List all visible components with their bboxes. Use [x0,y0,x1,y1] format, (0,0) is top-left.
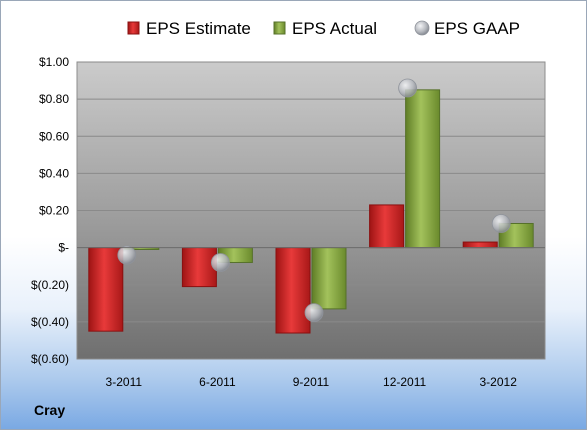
bar-eps-estimate [275,247,311,334]
x-tick-label: 3-2011 [106,375,143,389]
y-tick-label: $0.40 [39,166,69,180]
bar-eps-estimate [181,247,217,288]
legend: EPS Estimate EPS Actual EPS GAAP [127,19,520,38]
marker-eps-gaap [398,78,418,98]
x-tick-label: 12-2011 [383,375,426,389]
bar-eps-estimate [462,241,498,249]
x-tick-label: 6-2011 [199,375,236,389]
y-tick-label: $(0.60) [31,352,69,366]
bar-eps-actual [311,247,347,310]
company-name: Cray [34,402,66,418]
marker-eps-gaap [304,303,324,322]
bars [88,89,534,334]
legend-swatch [414,20,430,36]
x-tick-label: 9-2011 [293,375,330,389]
axes: $1.00 $0.80 $0.60 $0.40 $0.20 $- $(0.20) $(0.40… [31,55,545,389]
bar-eps-estimate [88,247,124,332]
y-tick-label: $- [58,241,69,255]
legend-swatch [127,21,140,35]
bar-eps-actual [405,89,441,249]
y-tick-label: $0.20 [39,204,69,218]
bar-eps-actual [498,222,534,249]
legend-swatch [273,21,286,35]
marker-eps-gaap [117,245,137,265]
gaap-markers [117,78,511,322]
y-tick-label: $(0.20) [31,278,69,292]
bar-eps-estimate [369,204,405,249]
x-tick-label: 3-2012 [480,375,518,389]
marker-eps-gaap [491,214,511,233]
marker-eps-gaap [210,253,230,272]
y-tick-label: $0.60 [39,129,69,143]
legend-label: EPS Actual [292,19,377,38]
legend-label: EPS GAAP [434,19,520,38]
y-tick-label: $1.00 [39,55,69,69]
y-tick-label: $(0.40) [31,315,69,329]
y-tick-label: $0.80 [39,92,69,106]
legend-label: EPS Estimate [146,19,251,38]
